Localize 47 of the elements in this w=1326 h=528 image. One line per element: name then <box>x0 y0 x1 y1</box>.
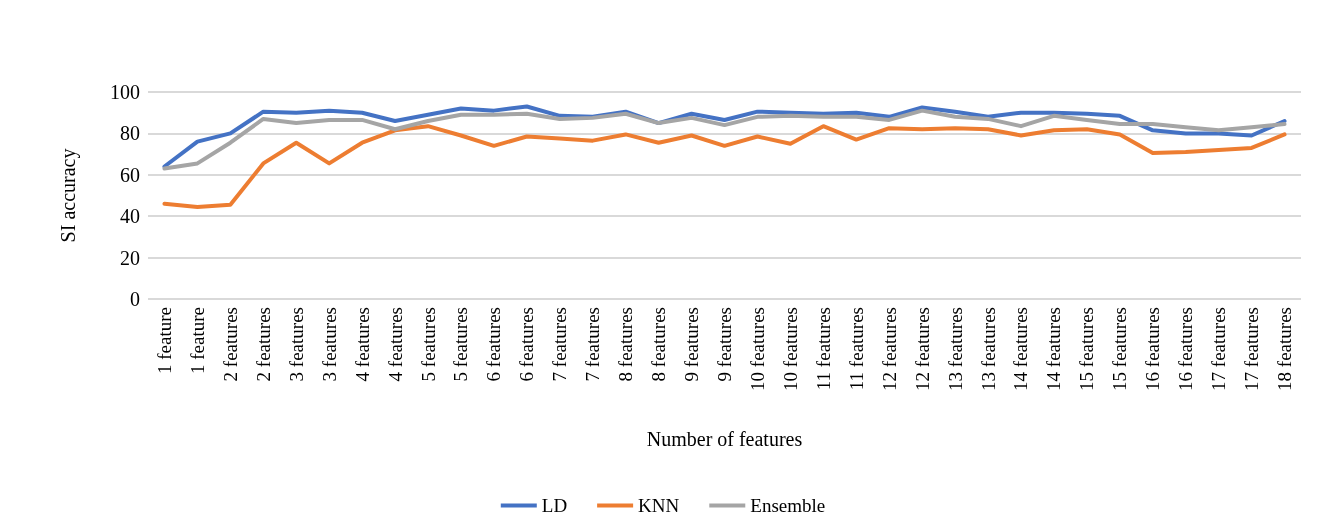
x-tick-label: 7 features <box>582 307 604 382</box>
x-tick-label: 12 features <box>878 307 900 391</box>
x-tick-label: 17 features <box>1241 307 1263 391</box>
x-tick-label: 9 features <box>681 307 703 382</box>
x-tick-label: 14 features <box>1043 307 1065 391</box>
x-tick-label: 13 features <box>977 307 999 391</box>
x-tick-label: 2 features <box>219 307 241 382</box>
x-axis-title: Number of features <box>646 428 803 450</box>
y-tick-label: 100 <box>110 81 140 103</box>
x-tick-label: 6 features <box>483 307 505 382</box>
y-tick-label: 80 <box>120 122 140 145</box>
x-tick-label: 4 features <box>351 307 373 382</box>
x-tick-label: 1 feature <box>186 307 208 374</box>
legend-label: KNN <box>638 495 680 516</box>
x-tick-label: 18 features <box>1274 307 1296 391</box>
y-axis-title: SI accuracy <box>57 148 80 243</box>
x-tick-label: 16 features <box>1142 307 1164 391</box>
x-tick-label: 6 features <box>516 307 538 382</box>
y-tick-label: 60 <box>120 163 140 186</box>
x-tick-label: 3 features <box>285 307 307 382</box>
legend-label: Ensemble <box>750 495 826 516</box>
x-tick-label: 3 features <box>318 307 340 382</box>
x-tick-label: 4 features <box>384 307 406 382</box>
x-tick-label: 5 features <box>417 307 439 382</box>
legend-label: LD <box>541 495 568 516</box>
x-tick-label: 7 features <box>549 307 571 382</box>
x-tick-label: 17 features <box>1208 307 1230 391</box>
line-series <box>162 124 1287 209</box>
x-tick-label: 15 features <box>1076 307 1098 391</box>
x-tick-label: 10 features <box>779 307 801 391</box>
x-tick-label: 2 features <box>252 307 274 382</box>
y-tick-label: 40 <box>120 205 140 228</box>
x-tick-label: 9 features <box>714 307 735 382</box>
x-tick-label: 11 features <box>845 307 867 391</box>
x-tick-label: 13 features <box>944 307 966 391</box>
x-tick-label: 1 feature <box>153 307 175 374</box>
x-tick-label: 8 features <box>615 307 637 382</box>
x-tick-label: 11 features <box>812 307 834 391</box>
x-tick-label: 14 features <box>1010 307 1032 391</box>
x-tick-label: 12 features <box>911 307 933 391</box>
x-tick-label: 15 features <box>1109 307 1131 391</box>
x-tick-label: 8 features <box>648 307 670 382</box>
y-tick-label: 0 <box>130 288 140 310</box>
x-tick-label: 16 features <box>1175 307 1197 391</box>
x-tick-label: 10 features <box>746 307 768 391</box>
x-tick-label: 5 features <box>450 307 472 382</box>
y-tick-label: 20 <box>120 246 140 269</box>
